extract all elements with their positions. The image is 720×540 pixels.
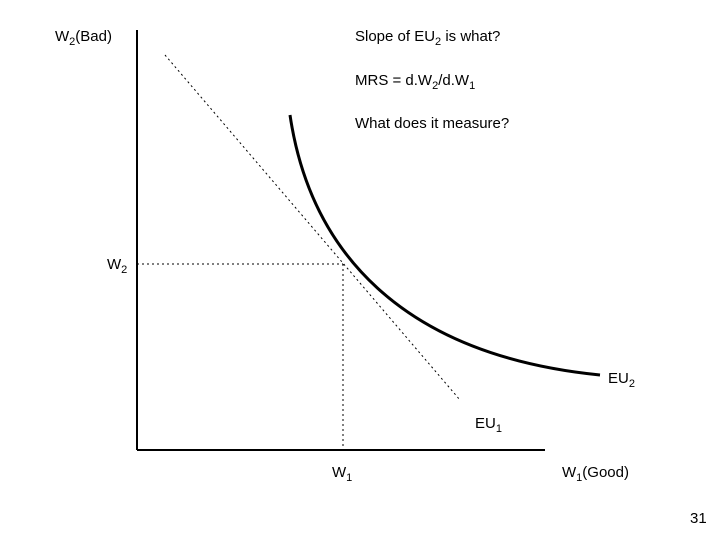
label-w1: W1: [332, 464, 352, 481]
label-eu2: EU2: [608, 370, 635, 387]
indifference-curve-eu2: [290, 115, 600, 375]
label-question-measure: What does it measure?: [355, 115, 509, 132]
diagram-stage: W2(Bad) Slope of EU2 is what? MRS = d.W2…: [0, 0, 720, 540]
label-y-axis: W2(Bad): [55, 28, 112, 45]
page-number: 31: [690, 510, 707, 527]
label-question-slope: Slope of EU2 is what?: [355, 28, 500, 45]
label-x-axis: W1(Good): [562, 464, 629, 481]
tangent-line-eu1: [165, 55, 460, 400]
label-eu1: EU1: [475, 415, 502, 432]
label-w2: W2: [107, 256, 127, 273]
label-mrs: MRS = d.W2/d.W1: [355, 72, 475, 89]
